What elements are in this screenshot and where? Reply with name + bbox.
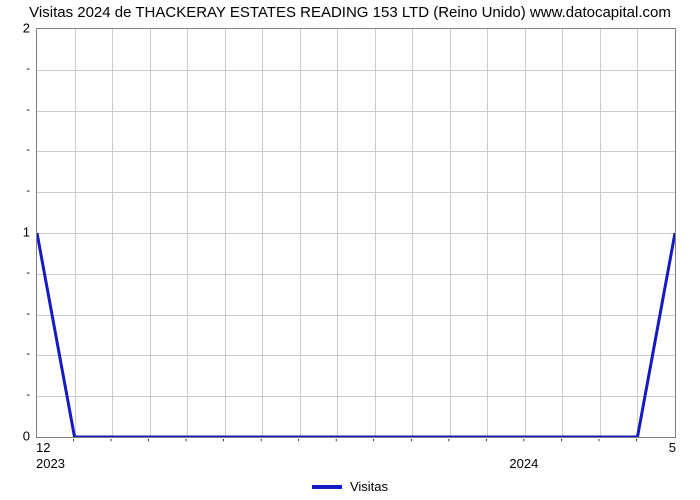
x-tick-minor: ' (110, 438, 112, 449)
legend-swatch (312, 485, 342, 489)
x-tick-minor: ' (148, 438, 150, 449)
x-tick-minor: ' (373, 438, 375, 449)
x-tick-minor: ' (73, 438, 75, 449)
y-tick-minor: - (0, 104, 30, 116)
x-tick-minor: ' (598, 438, 600, 449)
x-tick-minor: ' (223, 438, 225, 449)
y-tick-label: 0 (0, 429, 30, 444)
x-tick-minor: ' (560, 438, 562, 449)
y-tick-minor: - (0, 267, 30, 279)
x-year-label: 2023 (36, 456, 65, 471)
y-tick-minor: - (0, 389, 30, 401)
x-tick-minor: ' (485, 438, 487, 449)
legend: Visitas (0, 479, 700, 494)
series-line (37, 29, 675, 437)
x-tick-minor: ' (260, 438, 262, 449)
x-tick-minor: ' (410, 438, 412, 449)
x-tick-minor: ' (448, 438, 450, 449)
chart-title: Visitas 2024 de THACKERAY ESTATES READIN… (0, 4, 700, 21)
x-tick-label: 5 (669, 440, 676, 455)
plot-area (36, 28, 676, 438)
y-tick-minor: - (0, 308, 30, 320)
legend-label: Visitas (350, 479, 388, 494)
x-tick-label: 12 (36, 440, 50, 455)
x-tick-minor: ' (335, 438, 337, 449)
y-tick-label: 1 (0, 225, 30, 240)
y-tick-minor: - (0, 63, 30, 75)
x-tick-minor: ' (523, 438, 525, 449)
x-tick-minor: ' (298, 438, 300, 449)
x-tick-minor: ' (185, 438, 187, 449)
x-year-label: 2024 (509, 456, 538, 471)
y-tick-minor: - (0, 144, 30, 156)
y-tick-label: 2 (0, 21, 30, 36)
x-tick-minor: ' (636, 438, 638, 449)
y-tick-minor: - (0, 185, 30, 197)
y-tick-minor: - (0, 348, 30, 360)
